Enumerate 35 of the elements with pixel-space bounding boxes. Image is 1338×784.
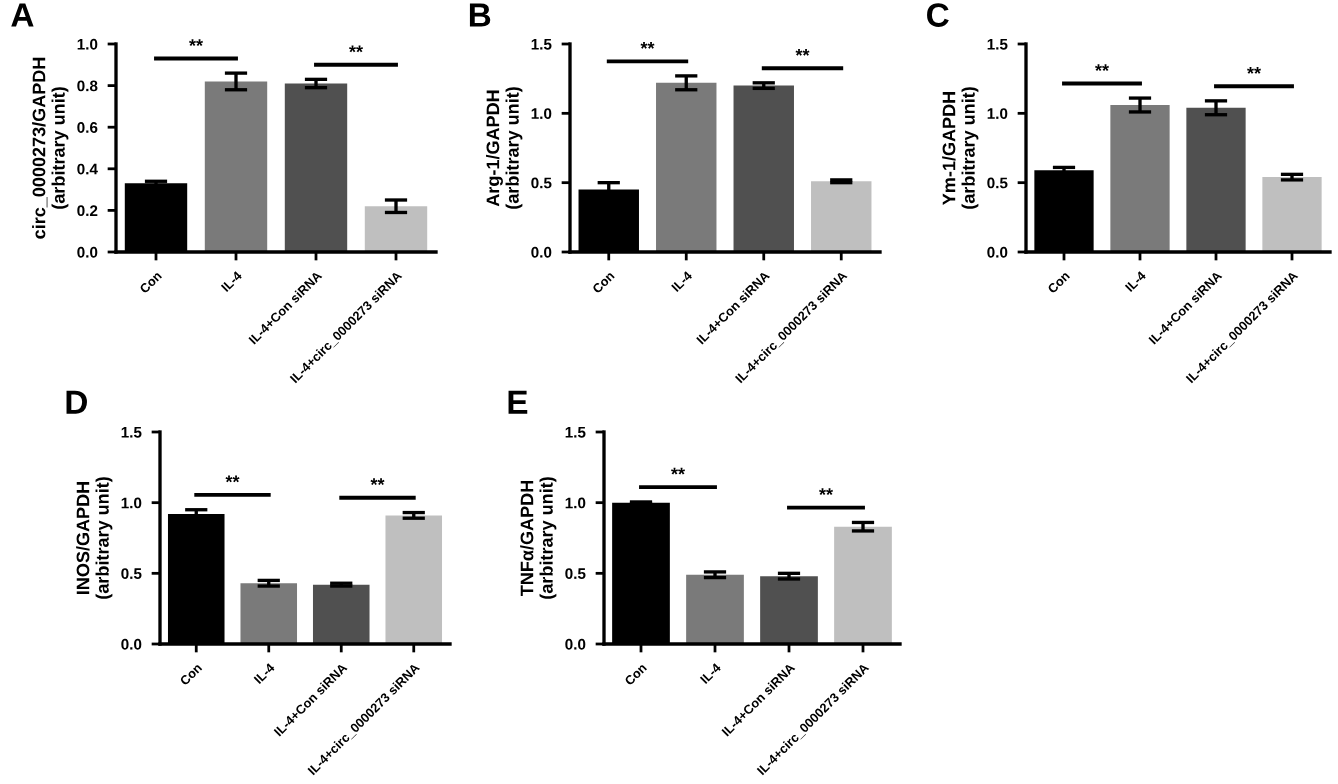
bar bbox=[284, 83, 348, 252]
annotation: ** bbox=[225, 475, 240, 483]
bar bbox=[1262, 177, 1322, 252]
bar bbox=[760, 576, 818, 644]
annotation: ** bbox=[1247, 67, 1262, 74]
chart-title: E bbox=[508, 390, 528, 414]
bar bbox=[811, 181, 872, 252]
bar bbox=[1110, 105, 1170, 252]
bar bbox=[312, 584, 370, 644]
chart-title: D bbox=[66, 390, 87, 414]
bar bbox=[834, 526, 892, 644]
chart-title: B bbox=[469, 3, 491, 27]
bar bbox=[1186, 107, 1246, 252]
annotation: ** bbox=[671, 467, 686, 475]
y-axis-title: INOS/GAPDH (arbitrary unit) bbox=[76, 477, 113, 599]
bar bbox=[686, 574, 744, 644]
bar bbox=[656, 82, 717, 252]
y-axis-title: Ym-1/GAPDH (arbitrary unit) bbox=[942, 87, 979, 209]
y-axis-title: Arg-1/GAPDH (arbitrary unit) bbox=[486, 87, 523, 209]
y-axis-title: TNFα/GAPDH (arbitrary unit) bbox=[520, 477, 557, 599]
chart-title: A bbox=[11, 3, 34, 27]
bar bbox=[385, 515, 443, 644]
annotation: ** bbox=[349, 45, 364, 53]
bar bbox=[240, 583, 298, 644]
annotation: ** bbox=[1095, 64, 1110, 71]
annotation: ** bbox=[189, 39, 204, 46]
annotation: ** bbox=[640, 42, 655, 49]
bar bbox=[364, 206, 428, 252]
annotation: ** bbox=[819, 488, 834, 495]
annotation: ** bbox=[370, 478, 385, 486]
y-axis-title: circ_0000273/GAPDH (arbitrary unit) bbox=[32, 57, 69, 239]
bar bbox=[733, 85, 794, 252]
annotation: ** bbox=[795, 48, 810, 56]
bar bbox=[204, 81, 268, 252]
chart-title: C bbox=[927, 3, 949, 27]
